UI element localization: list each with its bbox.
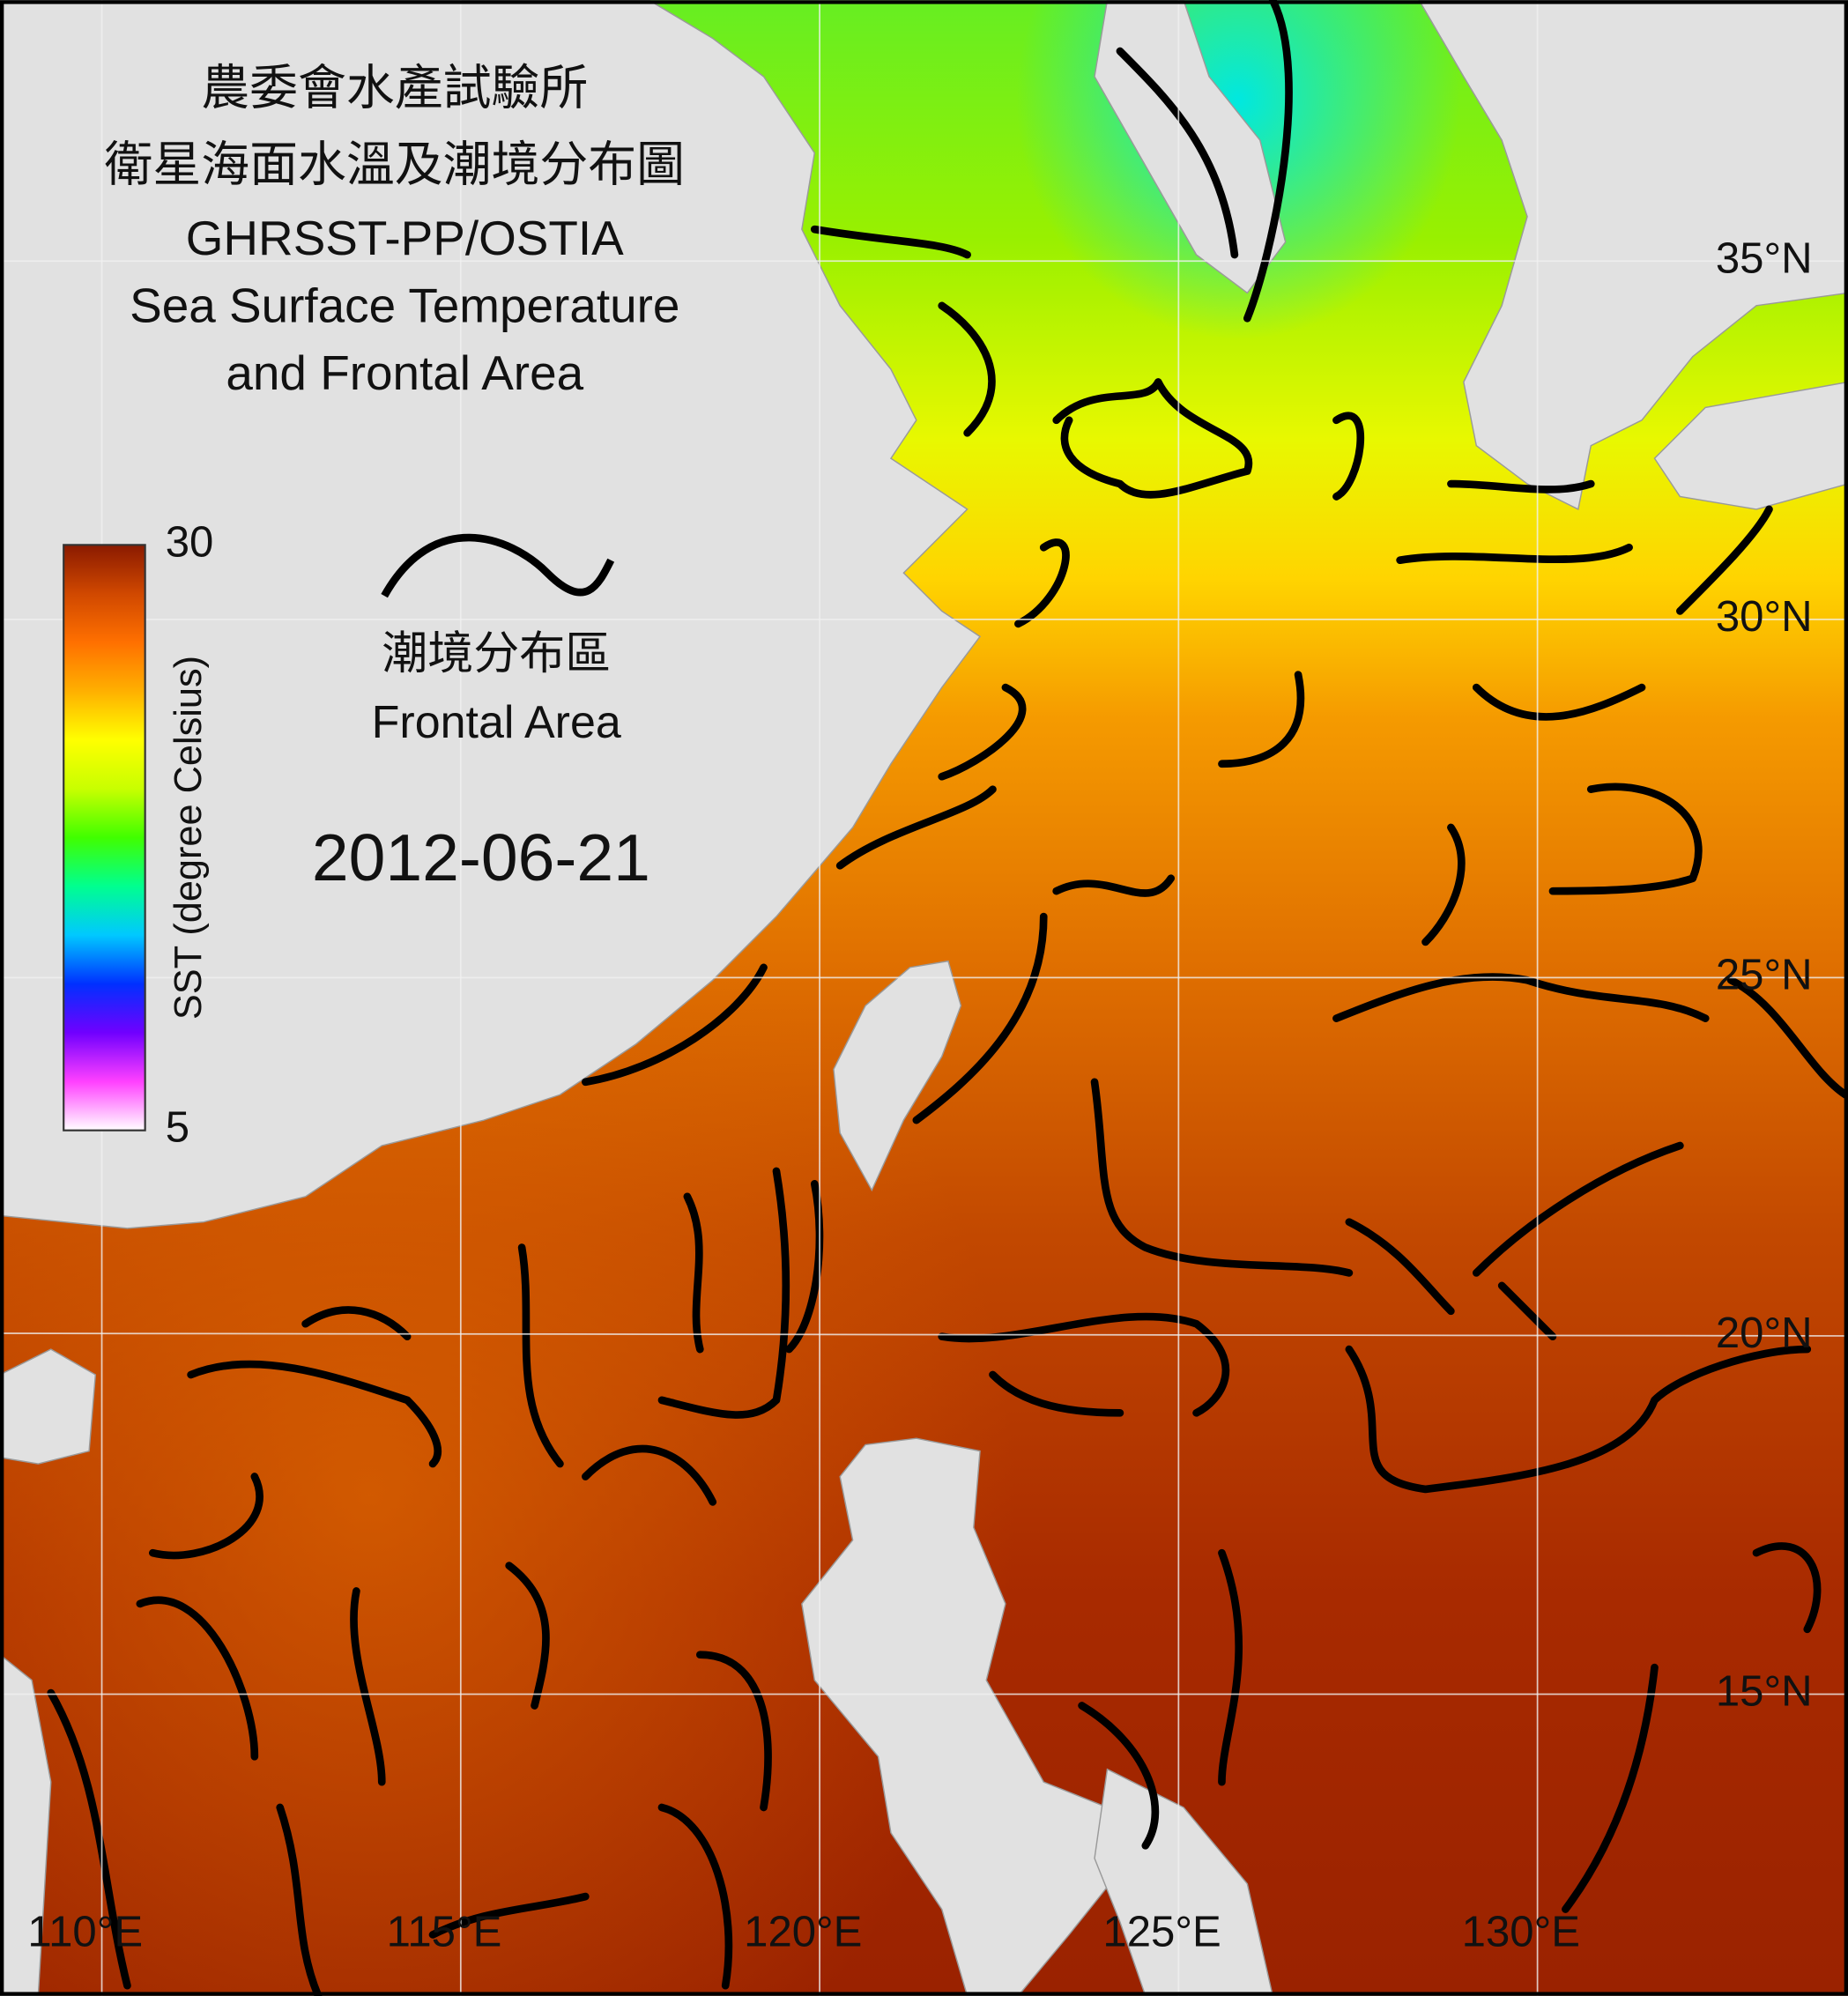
lat-label: 25°N (1716, 951, 1813, 998)
legend-label-en: Frontal Area (372, 697, 621, 748)
legend-label-zh: 潮境分布區 (382, 628, 611, 679)
colorbar (63, 544, 146, 1132)
legend-line (381, 533, 615, 598)
colorbar-tick-label: 30 (166, 518, 214, 566)
lon-label: 130°E (1462, 1908, 1580, 1955)
date: 2012-06-21 (312, 820, 650, 894)
lat-label: 30°N (1716, 593, 1813, 641)
colorbar-label: SST (degree Celsius) (167, 656, 210, 1020)
title-en-1: GHRSST-PP/OSTIA (186, 211, 624, 265)
colorbar-tick-label: 5 (166, 1104, 189, 1152)
frontal-areas (47, 0, 1848, 1996)
lon-label: 120°E (744, 1908, 862, 1955)
title-en-3: and Frontal Area (226, 345, 583, 400)
title-zh-1: 農委會水產試驗所 (201, 61, 588, 115)
lon-label: 110°E (27, 1908, 143, 1955)
lat-label: 15°N (1716, 1667, 1813, 1715)
lon-label: 125°E (1102, 1908, 1221, 1955)
grid-line (0, 1332, 1848, 1337)
title-en-2: Sea Surface Temperature (130, 278, 679, 333)
lat-label: 35°N (1716, 234, 1813, 282)
title-zh-2: 衛星海面水溫及潮境分布圖 (104, 137, 685, 191)
lat-label: 20°N (1716, 1310, 1813, 1357)
title-block: 農委會水產試驗所 衛星海面水溫及潮境分布圖 GHRSST-PP/OSTIA Se… (104, 61, 685, 895)
lon-label: 115°E (387, 1908, 502, 1955)
